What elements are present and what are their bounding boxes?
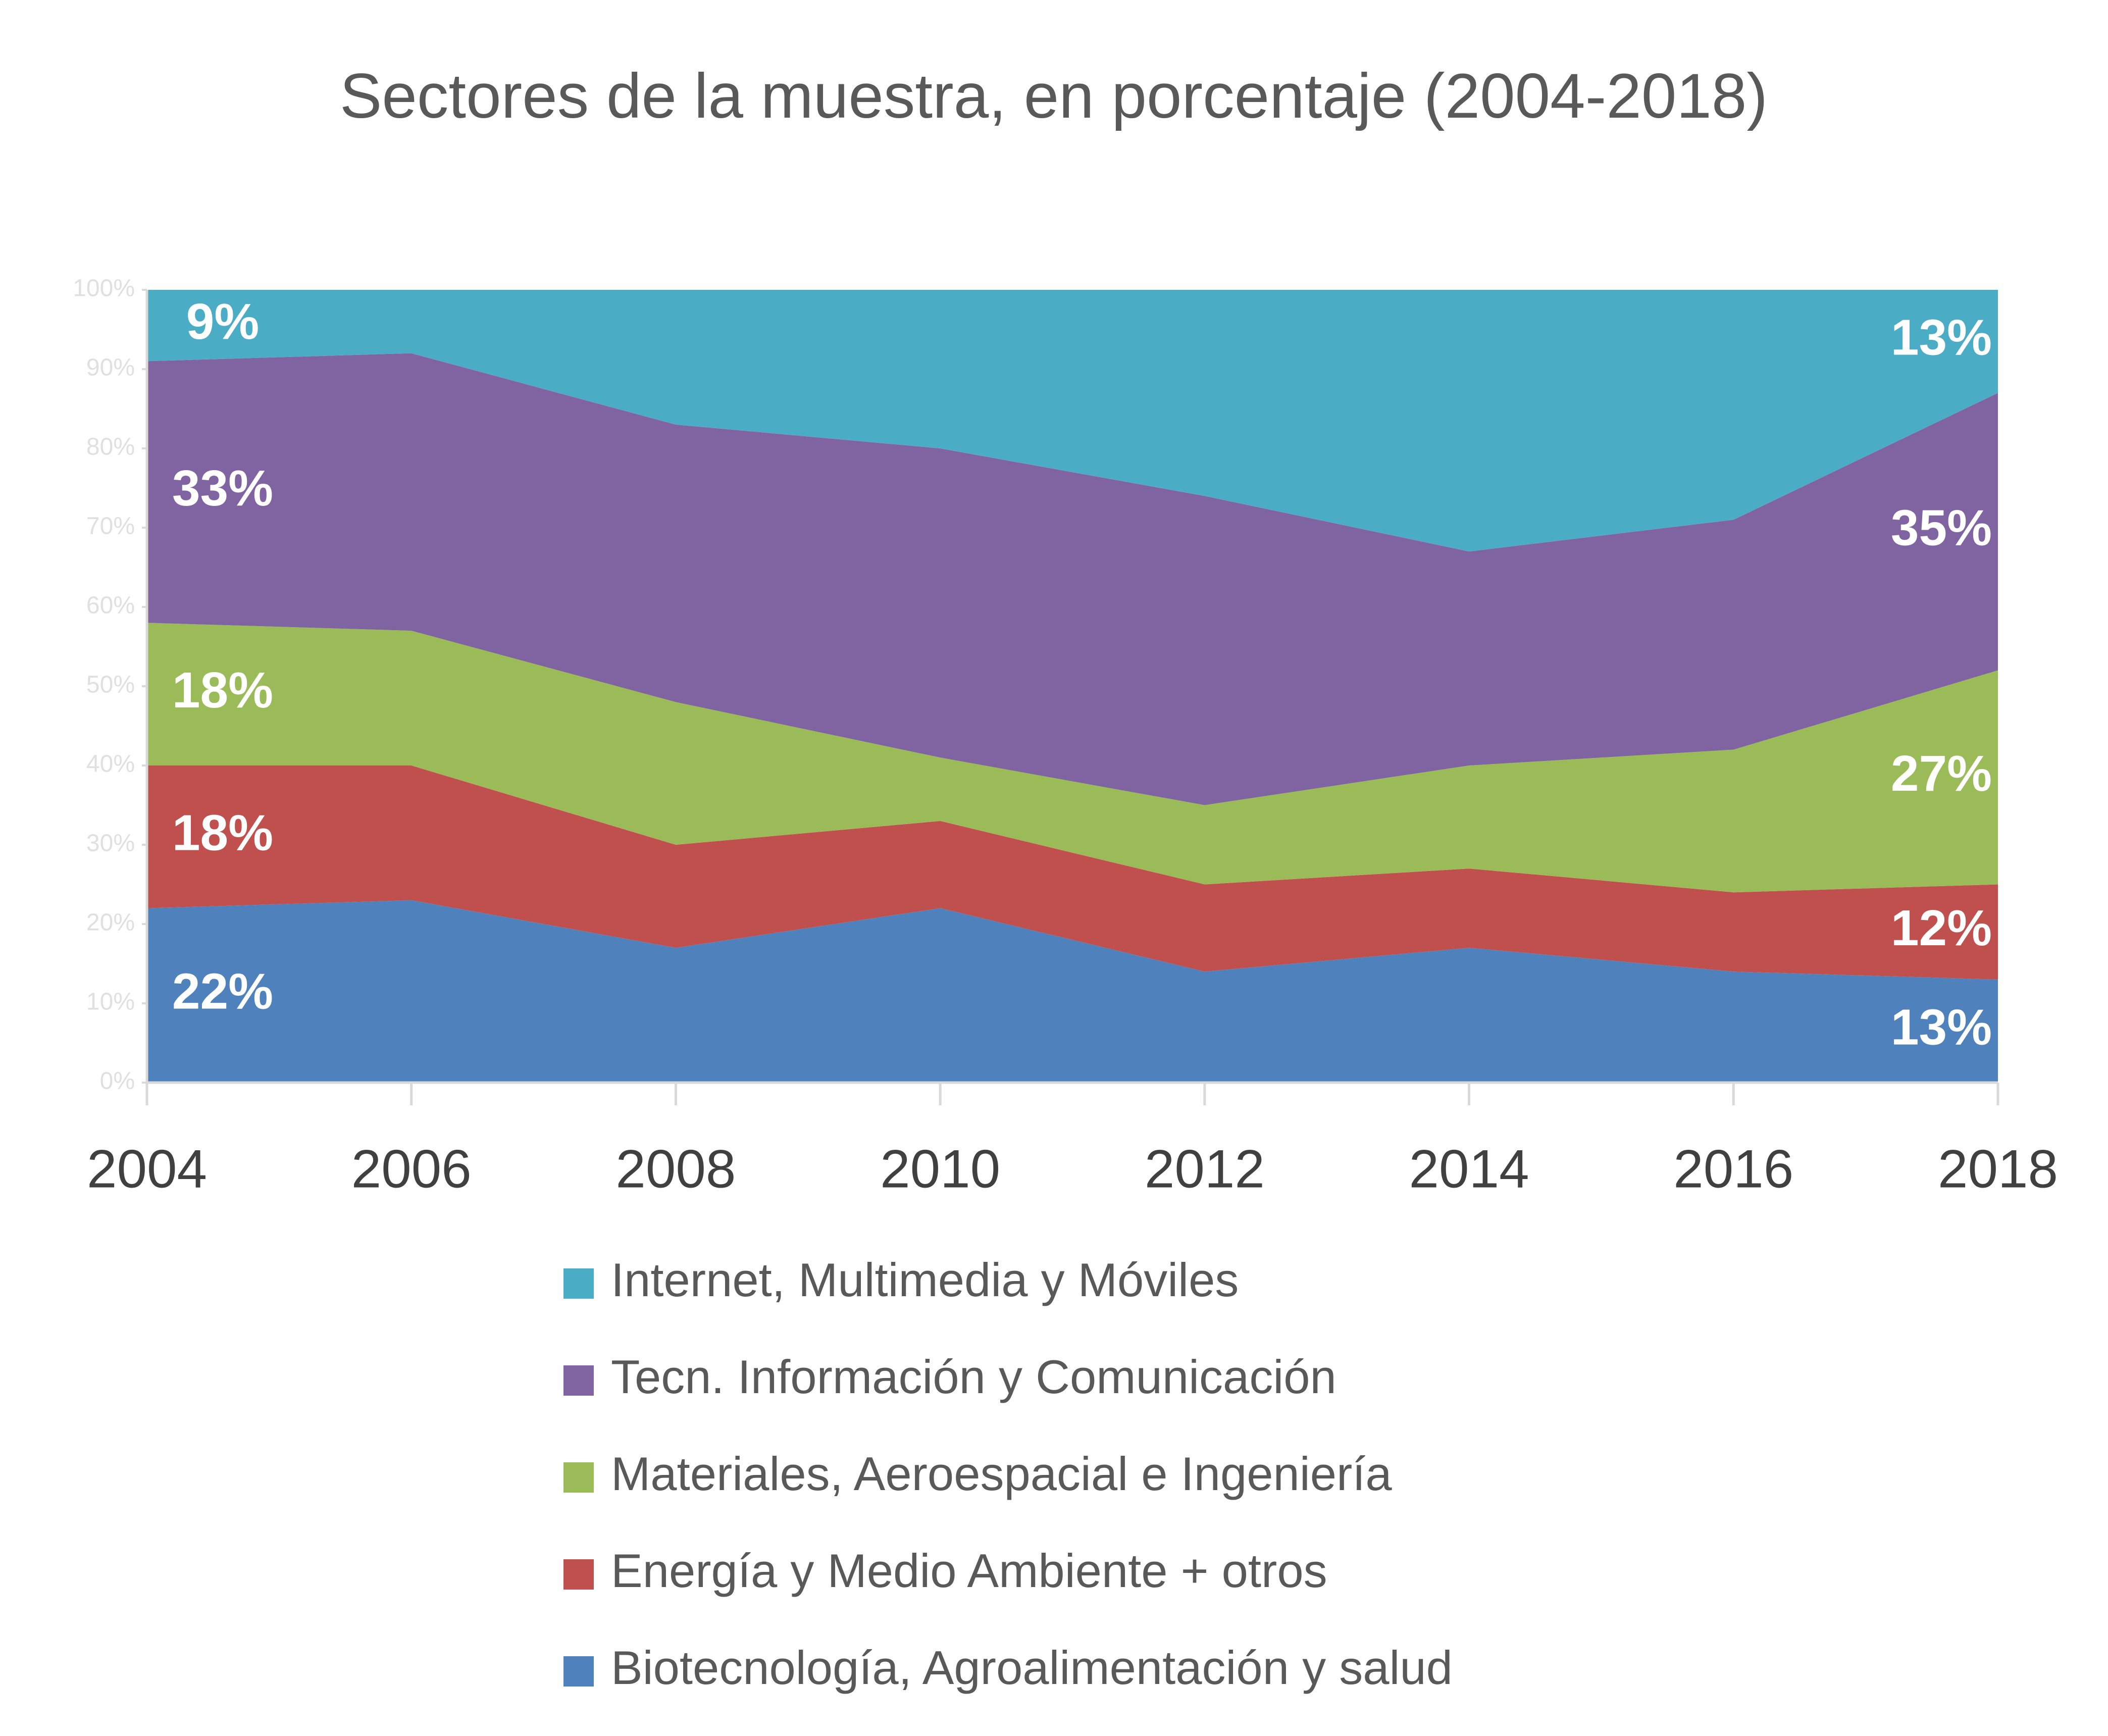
x-tick-label: 2008 xyxy=(615,1138,736,1199)
y-tick-label: 70% xyxy=(86,513,135,540)
legend-label: Internet, Multimedia y Móviles xyxy=(611,1253,1239,1306)
data-label: 35% xyxy=(1891,499,1992,556)
y-tick-label: 0% xyxy=(100,1068,135,1095)
x-tick-label: 2004 xyxy=(87,1138,207,1199)
x-tick-label: 2010 xyxy=(880,1138,1000,1199)
x-tick-label: 2018 xyxy=(1938,1138,2058,1199)
y-tick-label: 20% xyxy=(86,909,135,936)
legend-swatch xyxy=(563,1268,594,1299)
area xyxy=(147,900,1998,1083)
area xyxy=(147,290,1998,552)
legend-swatch xyxy=(563,1656,594,1687)
y-tick-label: 40% xyxy=(86,751,135,778)
x-tick-label: 2016 xyxy=(1673,1138,1793,1199)
x-tick-label: 2012 xyxy=(1145,1138,1265,1199)
y-tick-label: 10% xyxy=(86,989,135,1015)
data-label: 12% xyxy=(1891,900,1992,956)
x-tick-label: 2014 xyxy=(1409,1138,1529,1199)
legend-label: Tecn. Información y Comunicación xyxy=(611,1350,1336,1403)
data-label: 9% xyxy=(186,293,260,350)
area xyxy=(147,353,1998,805)
area xyxy=(147,765,1998,980)
area xyxy=(147,623,1998,893)
legend-swatch xyxy=(563,1559,594,1590)
y-tick-label: 80% xyxy=(86,434,135,461)
data-label: 33% xyxy=(172,460,273,517)
x-tick-label: 2006 xyxy=(351,1138,472,1199)
data-label: 13% xyxy=(1891,309,1992,366)
data-label: 22% xyxy=(172,963,273,1020)
data-label: 27% xyxy=(1891,745,1992,802)
y-tick-label: 60% xyxy=(86,592,135,619)
y-tick-label: 30% xyxy=(86,830,135,857)
data-label: 18% xyxy=(172,805,273,861)
legend-swatch xyxy=(563,1462,594,1493)
data-label: 18% xyxy=(172,662,273,719)
legend-label: Materiales, Aeroespacial e Ingeniería xyxy=(611,1447,1392,1500)
data-label: 13% xyxy=(1891,999,1992,1055)
legend-swatch xyxy=(563,1365,594,1396)
y-tick-label: 50% xyxy=(86,672,135,698)
y-tick-label: 100% xyxy=(73,275,135,302)
chart-title: Sectores de la muestra, en porcentaje (2… xyxy=(339,61,1768,131)
legend-label: Energía y Medio Ambiente + otros xyxy=(611,1544,1327,1597)
legend-label: Biotecnología, Agroalimentación y salud xyxy=(611,1641,1453,1694)
y-tick-label: 90% xyxy=(86,354,135,381)
